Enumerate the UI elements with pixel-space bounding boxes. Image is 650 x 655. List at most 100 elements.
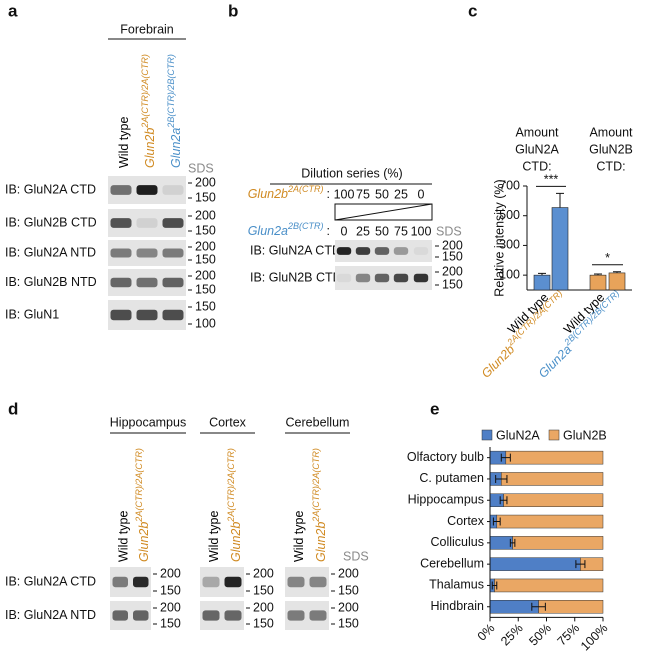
group-header: GluN2A (515, 142, 559, 156)
blot-band (224, 610, 242, 621)
sds-label: SDS (188, 161, 214, 175)
dilution-step: 0 (418, 187, 425, 201)
marker-label: 150 (338, 616, 359, 630)
marker-label: 200 (442, 264, 463, 278)
marker-label: 150 (160, 583, 181, 597)
marker-label: 200 (195, 268, 216, 282)
blot-band (162, 277, 184, 288)
significance-label: *** (544, 173, 559, 187)
bar (589, 274, 607, 291)
label-superscript: 2A(CTR)/2A(CTR) (311, 448, 321, 523)
panel-letter: d (8, 399, 18, 418)
marker-label: 150 (195, 190, 216, 204)
dilution-step: 75 (356, 187, 370, 201)
error-bar (594, 273, 602, 276)
row-label: IB: GluN2A CTD (5, 182, 96, 196)
label-text: Glun2b (143, 128, 157, 168)
row-label: IB: GluN2A CTD (5, 574, 96, 588)
blot-band (133, 610, 149, 621)
tissue-label: Cortex (209, 415, 247, 429)
tissue-label: Cerebellum (286, 415, 350, 429)
lane-label: Glun2b2A(CTR)/2A(CTR) (140, 54, 157, 168)
blot-band (110, 218, 132, 228)
blot-band (309, 610, 327, 621)
blot-band (110, 309, 132, 321)
row-label: IB: GluN2B NTD (5, 275, 97, 289)
blot-band (110, 185, 132, 195)
significance-label: * (605, 251, 610, 265)
label-superscript: 2B(CTR)/2B(CTR) (166, 54, 176, 129)
bar (551, 207, 569, 291)
y-tick-label: 500 (499, 208, 520, 222)
x-tick-label: 100% (578, 621, 611, 654)
marker-label: 200 (195, 175, 216, 189)
x-tick-label: 0% (475, 621, 498, 644)
blot-band (374, 273, 390, 283)
marker-label: 150 (253, 583, 274, 597)
legend-label: GluN2A (496, 428, 540, 442)
dilution-step: 25 (394, 187, 408, 201)
y-tick-label: Hippocampus (408, 493, 484, 507)
label-text: Wild type (207, 511, 221, 562)
blot-band (112, 610, 128, 621)
blot-band (112, 576, 128, 588)
dilution-step: 25 (356, 224, 370, 238)
blot-band (110, 277, 132, 288)
bar-segment (501, 472, 604, 486)
blot-band (393, 247, 409, 255)
error-bar (531, 602, 546, 611)
blot-band (355, 273, 371, 283)
bar (533, 274, 551, 291)
row-label: IB: GluN2A NTD (5, 608, 96, 622)
error-bar (495, 474, 508, 483)
marker-label: 150 (160, 616, 181, 630)
lane-label: Glun2b2A(CTR)/2A(CTR) (226, 448, 243, 562)
lane-label: Glun2b2A(CTR)/2A(CTR) (134, 448, 151, 562)
panel-letter: e (430, 399, 439, 418)
series-label: Glun2a2B(CTR): (248, 221, 330, 238)
y-tick-label: Colliculus (431, 535, 485, 549)
blot-band (136, 277, 158, 288)
error-bar (538, 272, 546, 276)
marker-label: 150 (195, 299, 216, 313)
label-text: Wild type (292, 511, 306, 562)
lane-label: Glun2b2A(CTR)/2A(CTR) (311, 448, 328, 562)
marker-label: 200 (160, 600, 181, 614)
dilution-step: 50 (375, 224, 389, 238)
label-text: Glun2b (229, 522, 243, 562)
bar-segment (489, 600, 539, 614)
marker-label: 200 (253, 600, 274, 614)
blot-band (136, 248, 158, 258)
blot-band (336, 247, 352, 255)
row-label: IB: GluN2B CTD (250, 270, 342, 284)
bar-segment (503, 493, 604, 507)
blot-band (133, 576, 149, 588)
dilution-step: 100 (411, 224, 432, 238)
group-header: CTD: (522, 159, 551, 173)
label-suffix: : (327, 224, 330, 238)
label-text: Glun2a (248, 224, 288, 238)
error-bar (499, 496, 508, 505)
y-tick-label: 700 (499, 178, 520, 192)
error-bar (509, 538, 516, 547)
blot-band (393, 273, 409, 283)
row-label: IB: GluN2A CTD (250, 243, 341, 257)
dilution-step: 100 (334, 187, 355, 201)
label-text: Glun2a (169, 128, 183, 168)
dilution-step: 0 (341, 224, 348, 238)
label-superscript: 2B(CTR) (287, 221, 324, 231)
marker-label: 200 (160, 566, 181, 580)
blot-band (162, 185, 184, 195)
bar-segment (538, 600, 604, 614)
y-tick-label: C. putamen (419, 471, 484, 485)
y-tick-label: Cortex (447, 514, 485, 528)
error-bar (613, 271, 621, 273)
bar-segment (489, 557, 581, 571)
label-text: Glun2b (314, 522, 328, 562)
bar-segment (496, 514, 604, 529)
label-text: Wild type (117, 511, 131, 562)
marker-label: 100 (195, 316, 216, 330)
x-tick-label: 50% (526, 621, 554, 649)
row-label: IB: GluN2B CTD (5, 215, 97, 229)
